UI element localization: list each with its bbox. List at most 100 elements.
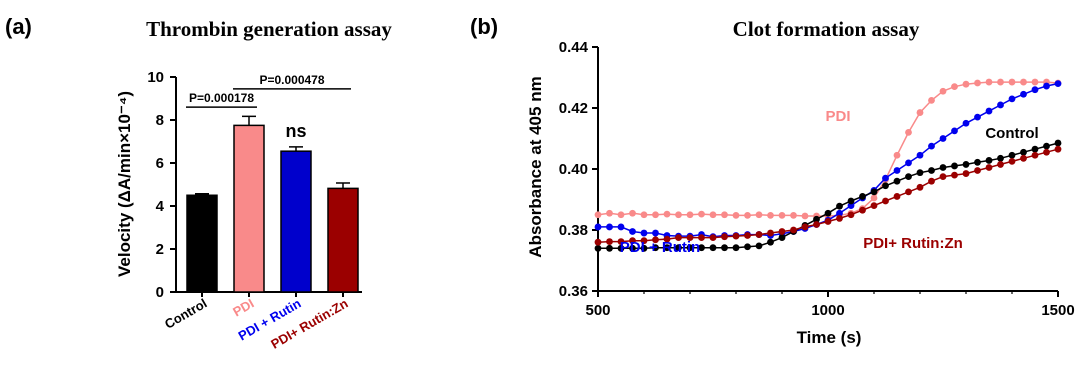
series-label-control: Control: [985, 125, 1038, 142]
panel-b-x-ticks: 500 1000 1500: [585, 291, 1075, 319]
data-point: [813, 221, 820, 228]
data-point: [698, 234, 705, 242]
data-point: [606, 209, 613, 217]
data-point: [721, 244, 728, 252]
data-point: [617, 223, 625, 231]
data-point: [974, 79, 981, 87]
data-point: [928, 167, 935, 174]
p-value-annotation: P=0.000178: [189, 91, 254, 105]
data-point: [905, 159, 912, 167]
data-point: [997, 154, 1004, 162]
data-point: [686, 234, 694, 242]
data-point: [629, 228, 636, 235]
panel-a-bars: [186, 115, 359, 297]
series-line: [597, 81, 1059, 217]
data-point: [594, 223, 602, 231]
data-point: [974, 158, 981, 166]
series-label-pdi-rutin-zn: PDI+ Rutin:Zn: [863, 235, 963, 252]
data-point: [744, 243, 751, 251]
data-point: [629, 237, 636, 245]
data-point: [1008, 95, 1016, 103]
data-point: [594, 238, 602, 246]
data-point: [1054, 145, 1062, 153]
data-point: [916, 109, 924, 116]
data-point: [767, 211, 774, 219]
data-point: [1031, 145, 1039, 153]
data-point: [962, 161, 970, 168]
data-point: [732, 232, 740, 240]
data-point: [767, 229, 774, 237]
data-point: [939, 135, 947, 142]
category-label: PDI: [230, 296, 256, 320]
data-point: [1008, 151, 1016, 159]
data-point: [893, 193, 901, 200]
bar: [327, 187, 359, 293]
data-point: [1020, 78, 1027, 86]
y-tick-label: 0: [156, 284, 164, 301]
data-point: [882, 174, 889, 182]
data-point: [951, 127, 958, 135]
data-point: [790, 211, 797, 219]
data-point: [962, 170, 970, 177]
data-point: [1054, 139, 1062, 147]
data-point: [836, 202, 843, 210]
data-point: [939, 87, 947, 95]
data-point: [916, 169, 924, 177]
category-label: Control: [162, 296, 210, 332]
data-point: [652, 211, 659, 219]
data-point: [870, 202, 878, 210]
ns-label: ns: [285, 121, 306, 141]
data-point: [859, 206, 866, 214]
data-point: [859, 193, 866, 200]
bar: [186, 194, 218, 293]
data-point: [836, 215, 843, 222]
data-point: [1020, 154, 1027, 162]
data-point: [962, 80, 970, 88]
data-point: [1031, 78, 1039, 86]
data-point: [1054, 80, 1062, 87]
data-point: [1031, 151, 1039, 159]
data-point: [778, 228, 786, 235]
data-point: [652, 236, 659, 244]
bar: [233, 124, 265, 293]
y-tick-label: 2: [156, 241, 164, 258]
data-point: [1031, 86, 1039, 94]
panel-a-title: Thrombin generation assay: [146, 17, 392, 41]
data-point: [778, 234, 786, 242]
data-point: [882, 182, 889, 190]
data-point: [928, 142, 935, 150]
data-point: [893, 151, 901, 159]
data-point: [882, 197, 889, 205]
data-point: [755, 211, 763, 219]
data-point: [686, 211, 694, 219]
data-point: [870, 194, 878, 202]
data-point: [640, 229, 648, 237]
data-point: [744, 211, 751, 219]
data-point: [709, 211, 717, 219]
data-point: [755, 231, 763, 238]
data-point: [916, 183, 924, 191]
data-point: [732, 211, 740, 219]
data-point: [640, 244, 648, 252]
data-point: [951, 83, 958, 91]
y-tick-label: 0.42: [559, 100, 588, 117]
data-point: [594, 244, 602, 252]
y-tick-label: 0.38: [559, 222, 588, 239]
data-point: [905, 129, 912, 136]
data-point: [905, 188, 912, 196]
data-point: [813, 215, 820, 223]
x-tick-label: 1500: [1041, 302, 1074, 319]
data-point: [640, 237, 648, 245]
panel-b-y-ticks: 0.36 0.38 0.40 0.42 0.44: [559, 39, 598, 300]
data-point: [939, 164, 947, 171]
data-point: [663, 244, 671, 252]
data-point: [951, 162, 958, 170]
data-point: [974, 167, 981, 174]
panel-b-series-labels: PDI Control PDI + Rutin PDI+ Rutin:Zn: [620, 108, 1039, 256]
data-point: [951, 171, 958, 179]
data-point: [698, 210, 705, 218]
panel-a-annotations: P=0.000178 P=0.000478 ns: [186, 73, 351, 141]
data-point: [675, 244, 682, 252]
data-point: [629, 244, 636, 252]
data-point: [893, 167, 901, 174]
